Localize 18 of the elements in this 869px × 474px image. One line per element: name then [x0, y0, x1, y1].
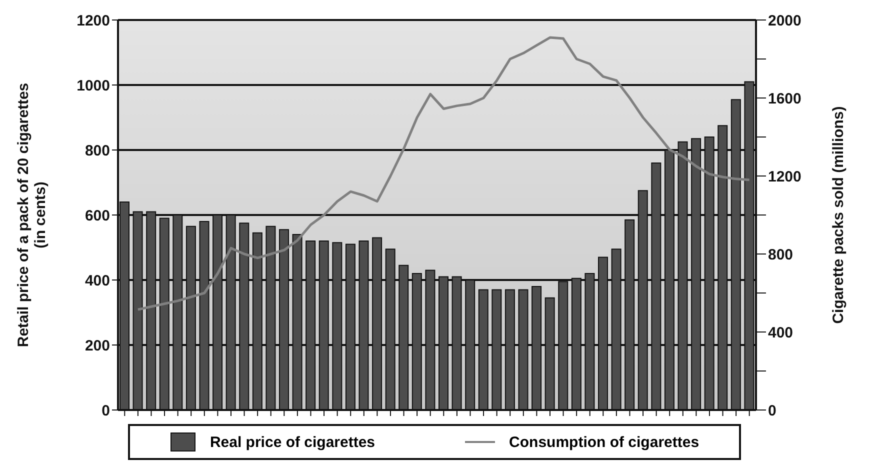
- y-tick-label: 200: [84, 337, 110, 354]
- y-tick-label: 1000: [76, 77, 110, 94]
- legend-label: Real price of cigarettes: [210, 434, 376, 450]
- y2-tick-label: 1200: [768, 168, 802, 186]
- y2-tick-label: 2000: [768, 12, 802, 30]
- y-tick-label: 400: [84, 272, 110, 290]
- y2-tick-label: 800: [768, 246, 794, 264]
- y-tick-label: 800: [84, 142, 110, 160]
- y-tick-label: 0: [102, 402, 110, 420]
- y-tick-label: 600: [84, 207, 110, 224]
- y-tick-label: 1200: [76, 12, 110, 30]
- y-axis-title: Retail price of a pack of 20 cigarettes (in cents): [15, 82, 49, 348]
- y2-axis-title: Cigarette packs sold (millions): [830, 106, 847, 324]
- y2-tick-label: 1600: [768, 90, 802, 108]
- y2-tick-label: 400: [768, 324, 794, 342]
- line-series: [136, 36, 751, 311]
- y2-tick-label: 0: [768, 402, 776, 420]
- legend-label: Consumption of cigarettes: [509, 434, 700, 450]
